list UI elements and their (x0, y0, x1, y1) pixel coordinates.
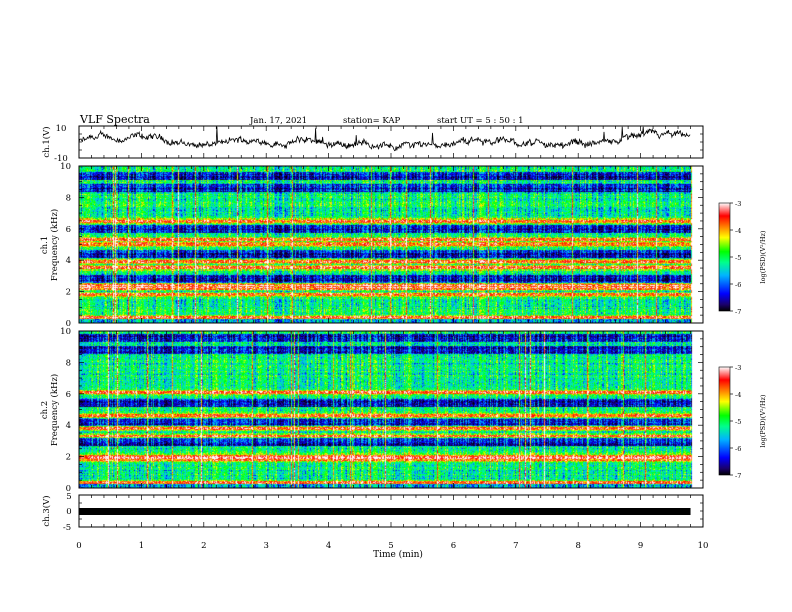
y-tick-label: 8 (66, 193, 71, 203)
ch1-channel-label: ch.1 (40, 236, 50, 254)
ch3-waveform-panel: 5 0 -5 ch.3(V) (41, 492, 704, 533)
colorbar-tick-label: -4 (735, 227, 741, 235)
colorbar-tick-label: -4 (735, 391, 741, 399)
x-tick-label: 8 (575, 541, 580, 551)
colorbar-tick-label: -7 (735, 472, 741, 480)
colorbar-ch1: -3 -4 -5 -6 -7 log(PSD)(V²/Hz) (718, 200, 767, 316)
colorbar-ch1-label: log(PSD)(V²/Hz) (759, 230, 767, 283)
ch1-ytick-bottom: -10 (54, 154, 68, 164)
x-tick-label: 1 (139, 541, 144, 551)
y-tick-label: 10 (60, 162, 71, 172)
colorbar-ch2-label: log(PSD)(V²/Hz) (759, 394, 767, 447)
ch1-spectrogram-panel: 0 2 4 6 8 10 ch.1 Frequency (kHz) (40, 162, 704, 329)
y-tick-label: 2 (66, 453, 71, 463)
x-tick-label: 10 (698, 541, 709, 551)
x-tick-label: 3 (263, 541, 268, 551)
ch3-waveform-signal (79, 508, 691, 515)
x-axis-label: Time (min) (373, 549, 423, 560)
colorbar-tick-label: -3 (735, 364, 741, 372)
date-label: Jan. 17, 2021 (249, 116, 307, 126)
ch3-waveform-ylabel: ch.3(V) (41, 495, 52, 526)
y-tick-label: 0 (66, 319, 71, 329)
colorbar-tick-label: -6 (735, 445, 741, 453)
ch1-waveform-ylabel: ch.1(V) (41, 126, 52, 157)
y-tick-label: 4 (66, 421, 71, 431)
x-tick-label: 4 (326, 541, 331, 551)
ch3-ytick-bottom: -5 (63, 523, 71, 533)
colorbar-ch2: -3 -4 -5 -6 -7 log(PSD)(V²/Hz) (718, 364, 767, 480)
colorbar-tick-label: -3 (735, 200, 741, 208)
ch1-frequency-label: Frequency (kHz) (49, 209, 60, 281)
ch2-channel-label: ch.2 (40, 401, 50, 419)
colorbar-tick-label: -7 (735, 308, 741, 316)
x-tick-label: 2 (201, 541, 206, 551)
x-tick-label: 0 (76, 541, 81, 551)
ch1-waveform-panel: 10 -10 ch.1(V) (41, 124, 704, 164)
x-tick-label: 9 (638, 541, 643, 551)
ch2-spectrogram-panel: 0 2 4 6 8 10 ch.2 Frequency (kHz) (40, 327, 704, 494)
figure-title: VLF Spectra (79, 113, 150, 126)
x-tick-label: 7 (513, 541, 518, 551)
x-tick-label: 5 (388, 541, 393, 551)
x-tick-label: 6 (451, 541, 456, 551)
start-time-label: start UT = 5 : 50 : 1 (437, 116, 524, 126)
y-tick-label: 0 (66, 484, 71, 494)
y-tick-label: 10 (60, 327, 71, 337)
y-tick-label: 6 (66, 225, 71, 235)
colorbar-tick-label: -5 (735, 418, 741, 426)
y-tick-label: 4 (66, 256, 71, 266)
ch1-ytick-top: 10 (56, 124, 67, 134)
ch2-frequency-label: Frequency (kHz) (49, 374, 60, 446)
ch3-ytick-mid: 0 (66, 507, 71, 517)
y-tick-label: 2 (66, 288, 71, 298)
station-label: station= KAP (343, 116, 401, 126)
ch3-ytick-top: 5 (66, 492, 71, 502)
y-tick-label: 6 (66, 390, 71, 400)
colorbar-tick-label: -5 (735, 254, 741, 262)
colorbar-tick-label: -6 (735, 281, 741, 289)
ch1-waveform-line (78, 126, 691, 152)
y-tick-label: 8 (66, 358, 71, 368)
